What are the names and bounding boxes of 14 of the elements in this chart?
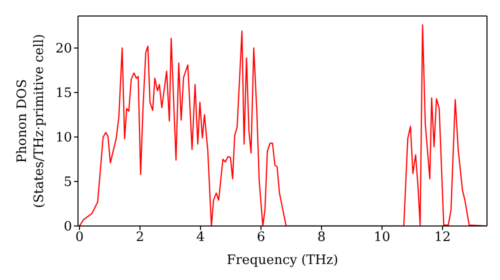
x-tick-label: 10 xyxy=(374,230,390,246)
y-tick-label: 20 xyxy=(55,42,72,57)
x-tick-label: 8 xyxy=(317,230,326,246)
y-axis-title: Phonon DOS (States/THz·primitive cell) xyxy=(15,34,47,208)
y-tick-label: 5 xyxy=(64,175,72,190)
x-tick-label: 12 xyxy=(434,230,451,246)
x-tick-label: 0 xyxy=(75,230,84,246)
x-axis-title: Frequency (THz) xyxy=(226,253,338,268)
y-tick-label: 15 xyxy=(55,86,72,102)
x-tick-label: 2 xyxy=(136,230,144,246)
x-tick-label: 4 xyxy=(196,230,205,246)
y-tick-label: 0 xyxy=(64,220,72,235)
y-tick-label: 10 xyxy=(55,130,72,146)
x-tick-label: 6 xyxy=(256,230,266,246)
